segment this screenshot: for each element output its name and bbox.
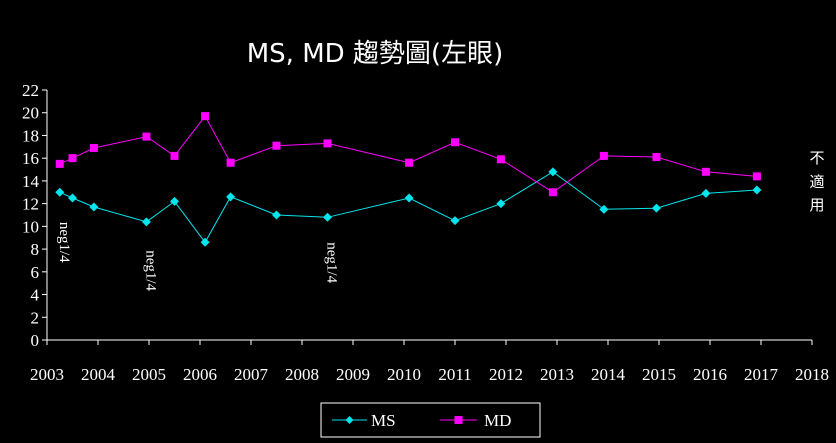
x-tick-label: 2003 <box>30 365 64 384</box>
x-tick-label: 2016 <box>693 365 727 384</box>
data-point-ms <box>599 204 609 214</box>
y-tick-label: 4 <box>31 286 40 305</box>
data-point-md <box>405 158 414 167</box>
data-point-ms <box>450 216 460 226</box>
data-point-md <box>226 158 235 167</box>
x-tick-label: 2009 <box>336 365 370 384</box>
data-point-md <box>496 155 505 164</box>
data-point-ms <box>55 187 65 197</box>
side-note: 不 適 用 <box>809 149 824 214</box>
data-point-md <box>55 159 64 168</box>
data-point-ms <box>651 203 661 213</box>
data-point-ms <box>548 167 558 177</box>
data-point-md <box>752 172 761 181</box>
annotation-layer: neg1/4 neg1/4 neg1/4 <box>56 222 340 292</box>
y-tick-label: 16 <box>22 149 39 168</box>
data-point-md <box>170 151 179 160</box>
y-axis: 0 2 4 6 8 10 12 14 16 18 20 22 <box>22 81 48 350</box>
data-point-ms <box>200 237 210 247</box>
legend: MS MD <box>320 402 541 438</box>
x-tick-label: 2018 <box>795 365 829 384</box>
data-point-ms <box>752 185 762 195</box>
x-tick-label: 2005 <box>132 365 166 384</box>
data-point-ms <box>89 202 99 212</box>
side-note-char: 適 <box>809 173 824 191</box>
x-tick-label: 2004 <box>81 365 116 384</box>
x-tick-label: 2007 <box>234 365 269 384</box>
data-point-ms <box>68 193 77 203</box>
y-tick-label: 0 <box>31 331 40 350</box>
x-axis: 2003 2004 2005 2006 2007 2008 2009 2010 2011 2012… <box>30 339 829 384</box>
x-tick-label: 2012 <box>489 365 523 384</box>
legend-marker-ms <box>345 416 354 424</box>
data-point-ms <box>226 192 236 202</box>
y-tick-label: 6 <box>31 263 40 282</box>
x-tick-label: 2011 <box>438 365 471 384</box>
data-point-md <box>652 153 661 162</box>
data-point-ms <box>170 196 179 206</box>
y-tick-label: 22 <box>22 81 39 100</box>
legend-marker-md <box>454 416 463 424</box>
annotation-label: neg1/4 <box>142 250 158 291</box>
data-point-md <box>89 143 98 152</box>
annotation-label: neg1/4 <box>56 222 72 263</box>
x-tick-label: 2014 <box>591 365 626 384</box>
y-tick-label: 12 <box>22 195 39 214</box>
data-point-ms <box>496 199 506 209</box>
data-point-md <box>68 154 77 163</box>
data-point-ms <box>141 217 151 227</box>
data-point-ms <box>701 188 711 198</box>
chart-title: MS, MD 趨勢圖(左眼) <box>247 39 503 69</box>
legend-box <box>320 402 541 438</box>
data-point-md <box>548 188 557 197</box>
data-point-md <box>142 132 151 141</box>
y-tick-label: 8 <box>31 240 40 259</box>
x-tick-label: 2015 <box>642 365 676 384</box>
series-layer <box>55 112 762 247</box>
side-note-char: 用 <box>809 196 824 214</box>
x-tick-label: 2013 <box>540 365 574 384</box>
data-point-md <box>701 167 710 176</box>
x-tick-label: 2017 <box>744 365 779 384</box>
data-point-ms <box>323 212 332 222</box>
legend-label-md: MD <box>484 411 511 430</box>
y-tick-label: 2 <box>31 308 40 327</box>
y-tick-label: 20 <box>22 104 39 123</box>
annotation-label: neg1/4 <box>324 242 340 283</box>
series-line-md <box>59 115 757 193</box>
data-point-ms <box>404 193 414 203</box>
series-line-ms <box>59 171 757 244</box>
side-note-char: 不 <box>809 149 824 167</box>
x-tick-label: 2008 <box>285 365 319 384</box>
data-point-ms <box>272 210 281 220</box>
legend-label-ms: MS <box>371 411 396 430</box>
y-tick-label: 14 <box>22 172 40 191</box>
data-point-md <box>323 139 332 148</box>
y-tick-label: 10 <box>22 217 39 236</box>
data-point-md <box>201 112 210 121</box>
data-point-md <box>599 151 608 160</box>
y-tick-label: 18 <box>22 126 39 145</box>
x-tick-label: 2010 <box>387 365 421 384</box>
x-tick-label: 2006 <box>183 365 217 384</box>
data-point-md <box>272 141 281 150</box>
data-point-md <box>451 138 459 147</box>
